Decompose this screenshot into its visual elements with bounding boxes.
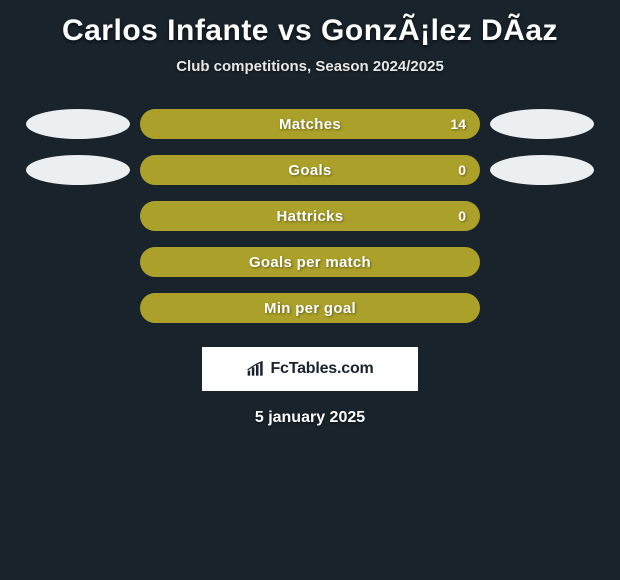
stat-value: 0 [458, 162, 466, 178]
stat-label: Matches [279, 116, 341, 133]
stat-bar: Hattricks 0 [140, 201, 480, 231]
subtitle: Club competitions, Season 2024/2025 [0, 58, 620, 109]
stat-label: Goals [288, 162, 331, 179]
stat-row-goals: Goals 0 [0, 155, 620, 185]
left-ellipse [26, 155, 130, 185]
stat-row-min-per-goal: Min per goal [0, 293, 620, 323]
stat-bar: Min per goal [140, 293, 480, 323]
chart-icon [246, 360, 266, 378]
left-ellipse [26, 109, 130, 139]
stat-row-hattricks: Hattricks 0 [0, 201, 620, 231]
stat-bar: Matches 14 [140, 109, 480, 139]
infographic-container: Carlos Infante vs GonzÃ¡lez DÃ­az Club c… [0, 0, 620, 427]
stat-row-goals-per-match: Goals per match [0, 247, 620, 277]
stat-value: 14 [450, 116, 466, 132]
stat-value: 0 [458, 208, 466, 224]
stats-rows: Matches 14 Goals 0 Hattricks 0 Goal [0, 109, 620, 323]
right-ellipse [490, 155, 594, 185]
right-ellipse [490, 109, 594, 139]
brand-text: FcTables.com [270, 360, 373, 378]
stat-bar: Goals per match [140, 247, 480, 277]
brand-logo: FcTables.com [202, 347, 418, 391]
page-title: Carlos Infante vs GonzÃ¡lez DÃ­az [0, 8, 620, 58]
stat-label: Min per goal [264, 300, 356, 317]
date-label: 5 january 2025 [0, 409, 620, 427]
stat-label: Hattricks [277, 208, 344, 225]
stat-label: Goals per match [249, 254, 371, 271]
stat-row-matches: Matches 14 [0, 109, 620, 139]
stat-bar: Goals 0 [140, 155, 480, 185]
